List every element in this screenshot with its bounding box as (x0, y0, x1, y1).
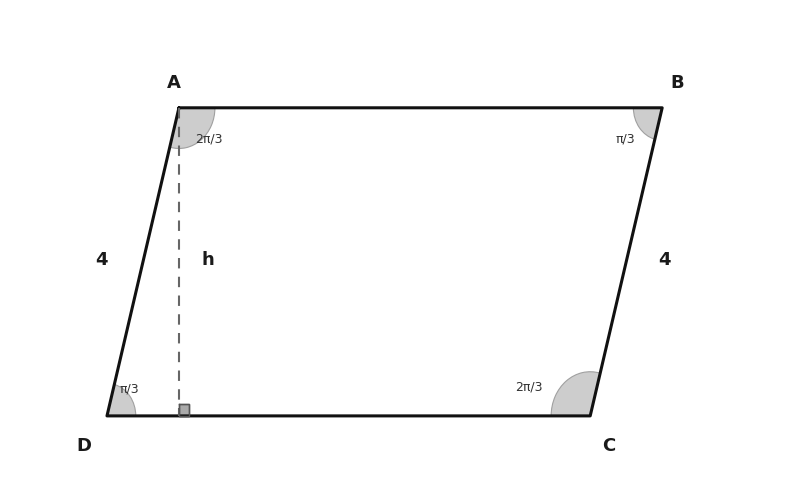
Text: A: A (167, 74, 181, 92)
Text: 4: 4 (95, 250, 108, 269)
Wedge shape (634, 108, 662, 140)
Text: π/3: π/3 (616, 132, 635, 145)
Text: C: C (602, 436, 615, 454)
Wedge shape (551, 372, 600, 416)
Text: D: D (77, 436, 92, 454)
Text: B: B (670, 74, 685, 92)
Wedge shape (107, 385, 136, 416)
Wedge shape (170, 108, 215, 149)
Text: 2π/3: 2π/3 (195, 132, 223, 145)
Text: 4: 4 (658, 250, 670, 269)
Text: 2π/3: 2π/3 (515, 380, 543, 393)
Bar (179, 405, 190, 416)
Text: π/3: π/3 (119, 382, 139, 395)
Text: h: h (202, 250, 214, 269)
